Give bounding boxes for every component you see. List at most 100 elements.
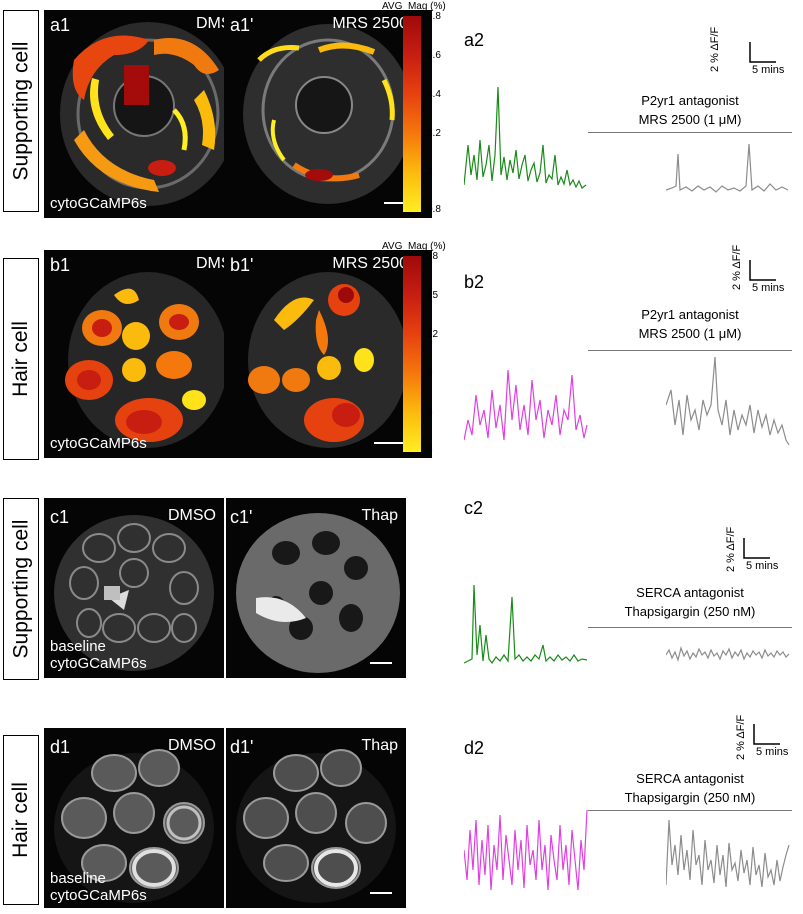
trace-d2-treatment <box>666 819 790 888</box>
treatment-d2-line1: SERCA antagonist <box>636 771 744 786</box>
scalebar-y-label-a2: 2 % ΔF/F <box>709 26 721 72</box>
panel-label-d1: d1 <box>50 737 71 757</box>
panel-label-c1: c1 <box>50 507 70 527</box>
row-label-a: Supporting cell <box>3 10 39 212</box>
treatment-c2: SERCA antagonist Thapsigargin (250 nM) <box>590 584 790 622</box>
panel-label-a1: a1 <box>50 15 71 35</box>
panel-a1-prime: a1' MRS 2500 <box>224 10 432 218</box>
colorbar-title-b: AVG_Mag (%) <box>382 241 446 252</box>
treatment-line-d2 <box>588 810 792 811</box>
treatment-b2: P2yr1 antagonist MRS 2500 (1 μM) <box>590 306 790 344</box>
panel-b1-prime: b1' MRS 2500 <box>224 250 432 458</box>
colorbar-tick-b-3: 9 <box>427 368 433 379</box>
scalebar-y-label-c2: 2 % ΔF/F <box>725 526 737 572</box>
caption-c1-line1: baseline <box>50 637 106 655</box>
scalebar-a2 <box>749 42 776 63</box>
panel-b1: b1 DMSO cytoGCaMP6s <box>44 250 252 458</box>
scale-bar-d1-prime <box>370 892 392 894</box>
scalebar-c2 <box>743 538 770 559</box>
treatment-d2-line2: Thapsigargin (250 nM) <box>624 789 756 805</box>
treatment-a2-line1: P2yr1 antagonist <box>641 93 739 108</box>
scalebar-y-label-b2: 2 % ΔF/F <box>731 244 743 290</box>
condition-label-b1-prime: MRS 2500 <box>332 255 408 272</box>
image-d1 <box>54 749 214 903</box>
scalebar-x-label-d2: 5 mins <box>756 746 789 758</box>
caption-d1: baseline cytoGCaMP6s <box>50 870 147 905</box>
colorbar-b <box>403 256 421 452</box>
scale-bar-c1-prime <box>370 662 392 664</box>
colorbar-title-a: AVG_Mag (%) <box>382 1 446 12</box>
trace-label-c2: c2 <box>464 498 484 518</box>
row-label-d: Hair cell <box>3 735 39 905</box>
colorbar-tick-b-2: 12 <box>427 329 439 340</box>
scalebar-x-label-b2: 5 mins <box>752 282 785 294</box>
scale-bar-b1-prime <box>374 442 406 444</box>
treatment-line-b2 <box>588 350 792 351</box>
image-c1 <box>54 515 214 671</box>
colorbar-tick-a-0: 6.8 <box>427 11 441 22</box>
panel-a1: a1 DMSO cytoGCaMP6s <box>44 10 252 218</box>
colorbar-tick-b-4: 6 <box>427 407 433 418</box>
colorbar-tick-b-0: 18 <box>427 251 439 262</box>
caption-c1: baseline cytoGCaMP6s <box>50 638 147 673</box>
treatment-b2-line1: P2yr1 antagonist <box>641 307 739 322</box>
image-d1-prime <box>236 749 396 903</box>
caption-d1-line2: cytoGCaMP6s <box>50 886 147 904</box>
panel-c1-prime: c1' Thap <box>226 498 406 678</box>
panel-d1-prime: d1' Thap <box>226 728 406 908</box>
panel-d1: d1 DMSO baseline cytoGCaMP6s <box>44 728 224 908</box>
trace-a2-treatment <box>666 143 789 193</box>
scalebar-b2 <box>749 260 776 281</box>
treatment-a2: P2yr1 antagonist MRS 2500 (1 μM) <box>590 92 790 130</box>
colorbar-tick-a-2: 4.4 <box>427 89 441 100</box>
trace-a2-control <box>464 86 587 189</box>
treatment-line-c2 <box>588 627 792 628</box>
scalebar-x-label-c2: 5 mins <box>746 560 779 572</box>
colorbar-tick-b-5: 3 <box>427 444 433 455</box>
image-a1 <box>60 22 236 206</box>
scalebar-y-label-d2: 2 % ΔF/F <box>735 714 747 760</box>
trace-label-d2: d2 <box>464 738 485 758</box>
row-label-b: Hair cell <box>3 258 39 460</box>
trace-label-b2: b2 <box>464 272 485 292</box>
colorbar-tick-a-1: 5.6 <box>427 50 441 61</box>
colorbar-tick-a-3: 3.2 <box>427 128 441 139</box>
trace-d2-control <box>464 809 588 891</box>
condition-label-d1: DMSO <box>168 737 216 754</box>
trace-label-a2: a2 <box>464 30 485 50</box>
caption-c1-line2: cytoGCaMP6s <box>50 654 147 672</box>
panel-label-d1-prime: d1' <box>230 737 254 757</box>
image-a1-prime <box>243 24 413 204</box>
panel-label-b1-prime: b1' <box>230 255 254 275</box>
condition-label-a1-prime: MRS 2500 <box>332 15 408 32</box>
image-b1 <box>65 272 228 448</box>
caption-a1: cytoGCaMP6s <box>50 194 147 212</box>
image-c1-prime <box>236 513 400 673</box>
treatment-c2-line1: SERCA antagonist <box>636 585 744 600</box>
treatment-line-a2 <box>588 132 792 133</box>
treatment-c2-line2: Thapsigargin (250 nM) <box>624 603 756 619</box>
trace-c2-treatment <box>666 645 790 663</box>
panel-label-c1-prime: c1' <box>230 507 253 527</box>
panel-label-b1: b1 <box>50 255 71 275</box>
scalebar-x-label-a2: 5 mins <box>752 64 785 76</box>
treatment-b2-line2: MRS 2500 (1 μM) <box>638 325 742 341</box>
caption-d1-line1: baseline <box>50 869 106 887</box>
colorbar-tick-a-5: 0.8 <box>427 204 441 215</box>
condition-label-c1: DMSO <box>168 507 216 524</box>
panel-c1: c1 DMSO baseline cytoGCaMP6s <box>44 498 224 678</box>
trace-b2-control <box>464 369 588 441</box>
treatment-d2: SERCA antagonist Thapsigargin (250 nM) <box>590 770 790 808</box>
image-b1-prime <box>248 272 408 448</box>
treatment-a2-line2: MRS 2500 (1 μM) <box>638 111 742 127</box>
scalebar-d2 <box>753 724 780 745</box>
colorbar-a <box>403 16 421 212</box>
condition-label-c1-prime: Thap <box>361 507 398 524</box>
colorbar-tick-a-4: 2 <box>427 167 433 178</box>
trace-c2-control <box>464 584 588 665</box>
scale-bar-a1-prime <box>384 202 406 204</box>
panel-label-a1-prime: a1' <box>230 15 254 35</box>
condition-label-d1-prime: Thap <box>361 737 398 754</box>
row-label-c: Supporting cell <box>3 498 39 680</box>
caption-b1: cytoGCaMP6s <box>50 434 147 452</box>
